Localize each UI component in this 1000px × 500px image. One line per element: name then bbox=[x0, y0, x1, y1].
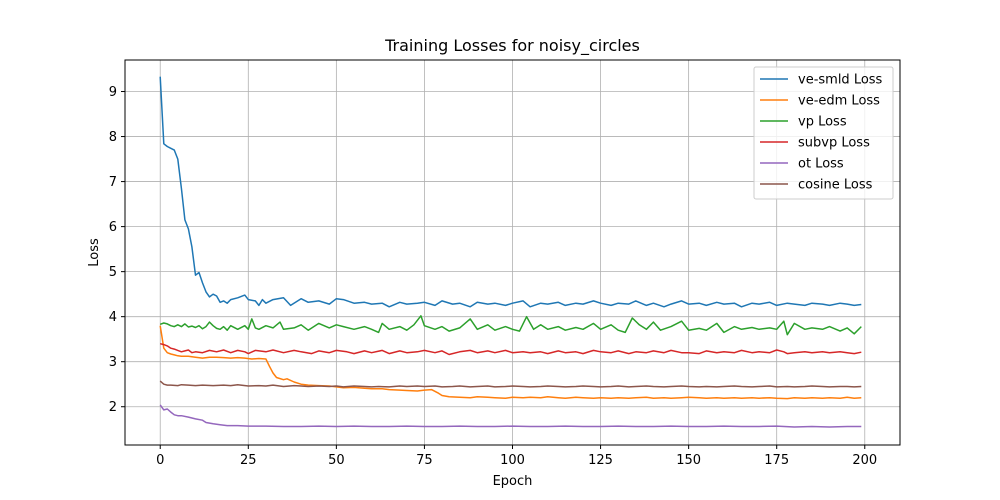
x-tick-label: 100 bbox=[500, 453, 525, 468]
chart-title: Training Losses for noisy_circles bbox=[384, 36, 640, 56]
x-axis-label: Epoch bbox=[493, 474, 533, 489]
x-tick-label: 175 bbox=[764, 453, 789, 468]
series-line-ve-edm-loss bbox=[159, 325, 862, 400]
x-tick-label: 25 bbox=[240, 453, 257, 468]
y-axis-label: Loss bbox=[87, 238, 102, 267]
legend: ve-smld Loss ve-edm Loss vp Loss subvp Loss… bbox=[753, 66, 894, 200]
x-tick-label: 0 bbox=[156, 453, 164, 468]
series-line-cosine-loss bbox=[159, 380, 862, 388]
series-line-vp-loss bbox=[159, 315, 862, 336]
series-line-ve-smld-loss bbox=[159, 76, 862, 308]
x-tick-label: 50 bbox=[328, 453, 345, 468]
legend-label: ve-edm Loss bbox=[798, 94, 880, 109]
legend-label: subvp Loss bbox=[798, 136, 870, 151]
series-line-ot-loss bbox=[159, 404, 862, 428]
legend-label: ot Loss bbox=[798, 157, 844, 172]
series-lines bbox=[159, 76, 862, 428]
series-line-subvp-loss bbox=[160, 342, 862, 356]
y-tick-label: 5 bbox=[109, 265, 117, 280]
legend-label: ve-smld Loss bbox=[798, 73, 883, 88]
x-tick-label: 75 bbox=[416, 453, 433, 468]
y-tick-label: 8 bbox=[109, 130, 117, 145]
y-axis: 2 3 4 5 6 7 8 9 bbox=[109, 85, 125, 415]
x-tick-label: 125 bbox=[588, 453, 613, 468]
y-tick-label: 2 bbox=[109, 400, 117, 415]
x-tick-label: 200 bbox=[852, 453, 877, 468]
legend-label: cosine Loss bbox=[798, 178, 873, 193]
legend-label: vp Loss bbox=[798, 115, 847, 130]
legend-box bbox=[753, 66, 894, 200]
y-tick-label: 3 bbox=[109, 355, 117, 370]
y-tick-label: 6 bbox=[109, 220, 117, 235]
y-tick-label: 4 bbox=[109, 310, 117, 325]
x-tick-label: 150 bbox=[676, 453, 701, 468]
x-axis: 0 25 50 75 100 125 150 175 200 bbox=[156, 445, 877, 468]
y-tick-label: 9 bbox=[109, 85, 117, 100]
y-tick-label: 7 bbox=[109, 175, 117, 190]
